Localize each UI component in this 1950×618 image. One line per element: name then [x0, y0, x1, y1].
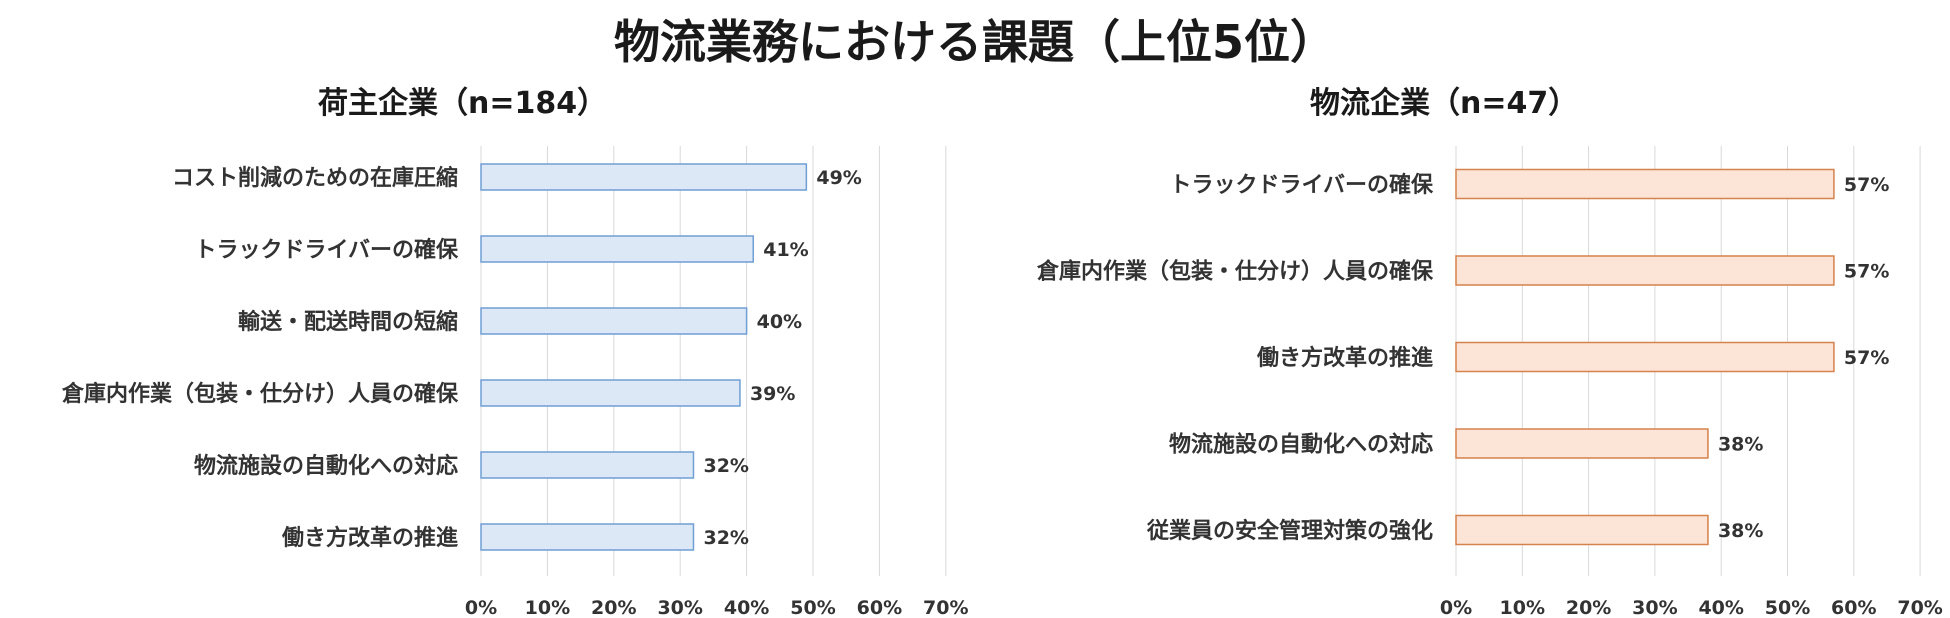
- x-tick-label: 30%: [657, 597, 702, 618]
- chart-title-logistics: 物流企業（n=47）: [1310, 86, 1579, 121]
- chart-title-shipper: 荷主企業（n=184）: [318, 86, 608, 121]
- bar-chart-shipper: 0% 10% 20% 30% 40% 50% 60% 70% 49% コスト削減のための在庫圧縮 4…: [61, 146, 969, 618]
- x-tick-label: 10%: [525, 597, 570, 618]
- value-label: 57%: [1844, 261, 1889, 283]
- bar: [1455, 341, 1835, 373]
- value-label: 39%: [750, 383, 795, 405]
- category-label: コスト削減のための在庫圧縮: [172, 165, 458, 191]
- value-label: 32%: [703, 455, 748, 477]
- bar: [1455, 168, 1835, 200]
- value-label: 57%: [1844, 174, 1889, 196]
- x-tick-label: 0%: [465, 597, 497, 618]
- bar: [480, 235, 754, 263]
- x-tick-label: 10%: [1500, 597, 1545, 618]
- x-tick-label: 60%: [1831, 597, 1876, 618]
- x-tick-label: 40%: [724, 597, 769, 618]
- chart-panel-shipper: 荷主企業（n=184） 0% 10% 20% 30% 40% 50% 60% 70% 49% コス…: [61, 86, 969, 618]
- value-label: 38%: [1718, 434, 1763, 456]
- category-label: トラックドライバーの確保: [1169, 172, 1434, 198]
- category-label: 従業員の安全管理対策の強化: [1146, 518, 1433, 544]
- bar: [480, 307, 748, 335]
- x-tick-label: 50%: [1765, 597, 1810, 618]
- x-tick-label: 50%: [790, 597, 835, 618]
- category-label: 倉庫内作業（包装・仕分け）人員の確保: [1036, 259, 1434, 285]
- value-label: 41%: [763, 239, 808, 261]
- category-label: 働き方改革の推進: [281, 525, 458, 551]
- value-label: 57%: [1844, 347, 1889, 369]
- bar: [480, 523, 695, 551]
- category-label: 物流施設の自動化への対応: [1169, 432, 1433, 458]
- bar: [1455, 514, 1709, 546]
- category-label: 倉庫内作業（包装・仕分け）人員の確保: [61, 381, 459, 407]
- chart-panel-logistics: 物流企業（n=47） 0% 10% 20% 30% 40% 50% 60% 70% 57% トラッ…: [975, 0, 1950, 618]
- value-label: 32%: [703, 527, 748, 549]
- x-tick-label: 40%: [1698, 597, 1743, 618]
- bar: [1455, 428, 1709, 459]
- category-label: 働き方改革の推進: [1256, 345, 1433, 371]
- category-label: 輸送・配送時間の短縮: [238, 309, 458, 335]
- category-label: トラックドライバーの確保: [194, 237, 459, 263]
- bar-chart-logistics: 0% 10% 20% 30% 40% 50% 60% 70% 57% トラックドライバーの確保 57…: [1036, 146, 1943, 618]
- x-tick-label: 60%: [857, 597, 902, 618]
- x-tick-label: 20%: [591, 597, 636, 618]
- category-label: 物流施設の自動化への対応: [194, 453, 458, 479]
- x-tick-label: 30%: [1632, 597, 1677, 618]
- x-tick-label: 70%: [923, 597, 968, 618]
- x-tick-label: 70%: [1897, 597, 1942, 618]
- x-tick-label: 20%: [1566, 597, 1611, 618]
- bar: [480, 163, 808, 191]
- main-title: 物流業務における課題（上位5位）: [613, 15, 1336, 69]
- bar: [1455, 255, 1835, 286]
- value-label: 38%: [1718, 520, 1763, 542]
- bar: [480, 379, 741, 407]
- x-tick-label: 0%: [1440, 597, 1472, 618]
- value-label: 40%: [757, 311, 802, 333]
- bar: [480, 451, 695, 479]
- value-label: 49%: [816, 167, 861, 189]
